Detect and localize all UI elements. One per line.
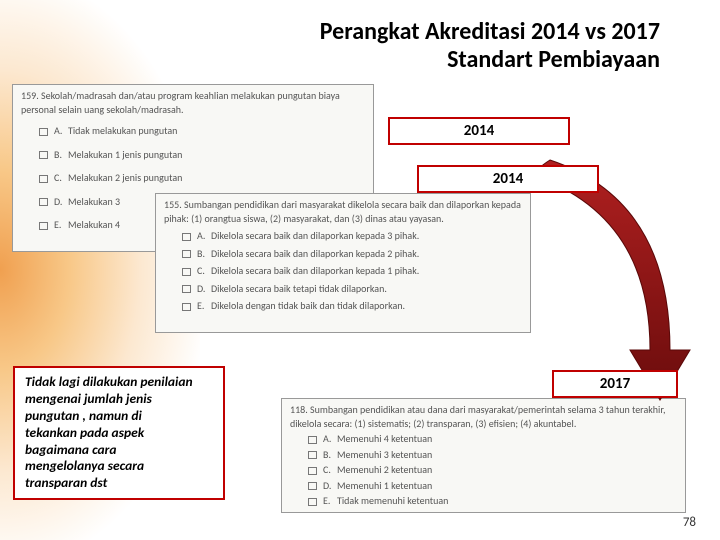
q155-stem: 155. Sumbangan pendidikan dari masyaraka…: [164, 198, 522, 225]
question-118-box: 118. Sumbangan pendidikan atau dana dari…: [281, 398, 686, 513]
q159-opt-a: A.Tidak melakukan pungutan: [39, 124, 365, 138]
q155-number: 155.: [164, 198, 182, 211]
q159-opt-c-text: Melakukan 2 jenis pungutan: [68, 171, 182, 184]
q118-opt-d: D.Memenuhi 1 ketentuan: [308, 479, 677, 493]
checkbox-icon: [308, 467, 317, 475]
q118-opt-c: C.Memenuhi 2 ketentuan: [308, 463, 677, 477]
checkbox-icon: [308, 482, 317, 490]
checkbox-icon: [39, 198, 48, 206]
q155-opt-a: A.Dikelola secara baik dan dilaporkan ke…: [182, 229, 522, 243]
q155-opt-c: C.Dikelola secara baik dan dilaporkan ke…: [182, 264, 522, 278]
q155-opt-e-text: Dikelola dengan tidak baik dan tidak dil…: [211, 299, 405, 312]
q118-number: 118.: [290, 403, 308, 416]
checkbox-icon: [182, 233, 191, 241]
question-155-box: 155. Sumbangan pendidikan dari masyaraka…: [155, 193, 531, 333]
page-number: 78: [683, 515, 696, 530]
note-l3: pungutan , namun di: [25, 407, 142, 424]
q159-opt-e-text: Melakukan 4: [68, 218, 120, 231]
q118-opt-c-text: Memenuhi 2 ketentuan: [337, 463, 432, 476]
badge-2017: 2017: [552, 370, 678, 398]
checkbox-icon: [182, 303, 191, 311]
q118-opt-a-text: Memenuhi 4 ketentuan: [337, 432, 432, 445]
checkbox-icon: [308, 436, 317, 444]
checkbox-icon: [182, 268, 191, 276]
note-l7: transparan dst: [25, 474, 107, 491]
q155-opt-d-text: Dikelola secara baik tetapi tidak dilapo…: [211, 282, 387, 295]
checkbox-icon: [39, 222, 48, 230]
checkbox-icon: [39, 151, 48, 159]
title-line-2: Standart Pembiayaan: [447, 45, 660, 74]
q155-opt-e: E.Dikelola dengan tidak baik dan tidak d…: [182, 299, 522, 313]
checkbox-icon: [308, 451, 317, 459]
q118-opt-a: A.Memenuhi 4 ketentuan: [308, 432, 677, 446]
q159-opt-c: C.Melakukan 2 jenis pungutan: [39, 171, 365, 185]
q155-text: Sumbangan pendidikan dari masyarakat dik…: [164, 198, 521, 225]
q155-opt-c-text: Dikelola secara baik dan dilaporkan kepa…: [211, 264, 419, 277]
q118-opt-b: B.Memenuhi 3 ketentuan: [308, 448, 677, 462]
checkbox-icon: [39, 175, 48, 183]
title-line-1: Perangkat Akreditasi 2014 vs 2017: [320, 17, 660, 46]
note-box: Tidak lagi dilakukan penilaian mengenai …: [13, 366, 225, 500]
badge-2014-b: 2014: [417, 165, 599, 193]
checkbox-icon: [308, 498, 317, 506]
q118-opt-e: E.Tidak memenuhi ketentuan: [308, 494, 677, 508]
checkbox-icon: [182, 250, 191, 258]
q159-opt-b-text: Melakukan 1 jenis pungutan: [68, 148, 182, 161]
note-l4: tekankan pada aspek: [25, 424, 144, 441]
note-l1: Tidak lagi dilakukan penilaian: [25, 373, 193, 390]
q155-opt-a-text: Dikelola secara baik dan dilaporkan kepa…: [211, 229, 419, 242]
q159-stem: 159. Sekolah/madrasah dan/atau program k…: [21, 89, 365, 116]
q155-opt-b-text: Dikelola secara baik dan dilaporkan kepa…: [211, 247, 419, 260]
q159-opt-a-text: Tidak melakukan pungutan: [68, 124, 177, 137]
checkbox-icon: [182, 285, 191, 293]
q159-text: Sekolah/madrasah dan/atau program keahli…: [21, 89, 340, 116]
note-l5: bagaimana cara: [25, 441, 117, 458]
slide-title: Perangkat Akreditasi 2014 vs 2017 Standa…: [200, 18, 700, 73]
q155-opt-b: B.Dikelola secara baik dan dilaporkan ke…: [182, 247, 522, 261]
q155-opt-d: D.Dikelola secara baik tetapi tidak dila…: [182, 282, 522, 296]
badge-2014-a: 2014: [388, 117, 570, 145]
q118-opt-b-text: Memenuhi 3 ketentuan: [337, 448, 432, 461]
checkbox-icon: [39, 128, 48, 136]
q159-number: 159.: [21, 89, 39, 102]
q118-opt-d-text: Memenuhi 1 ketentuan: [337, 479, 432, 492]
note-l6: mengelolanya secara: [25, 457, 144, 474]
q159-opt-b: B.Melakukan 1 jenis pungutan: [39, 148, 365, 162]
q159-opt-d-text: Melakukan 3: [68, 195, 120, 208]
q118-opt-e-text: Tidak memenuhi ketentuan: [337, 494, 448, 507]
note-l2: mengenai jumlah jenis: [25, 390, 152, 407]
